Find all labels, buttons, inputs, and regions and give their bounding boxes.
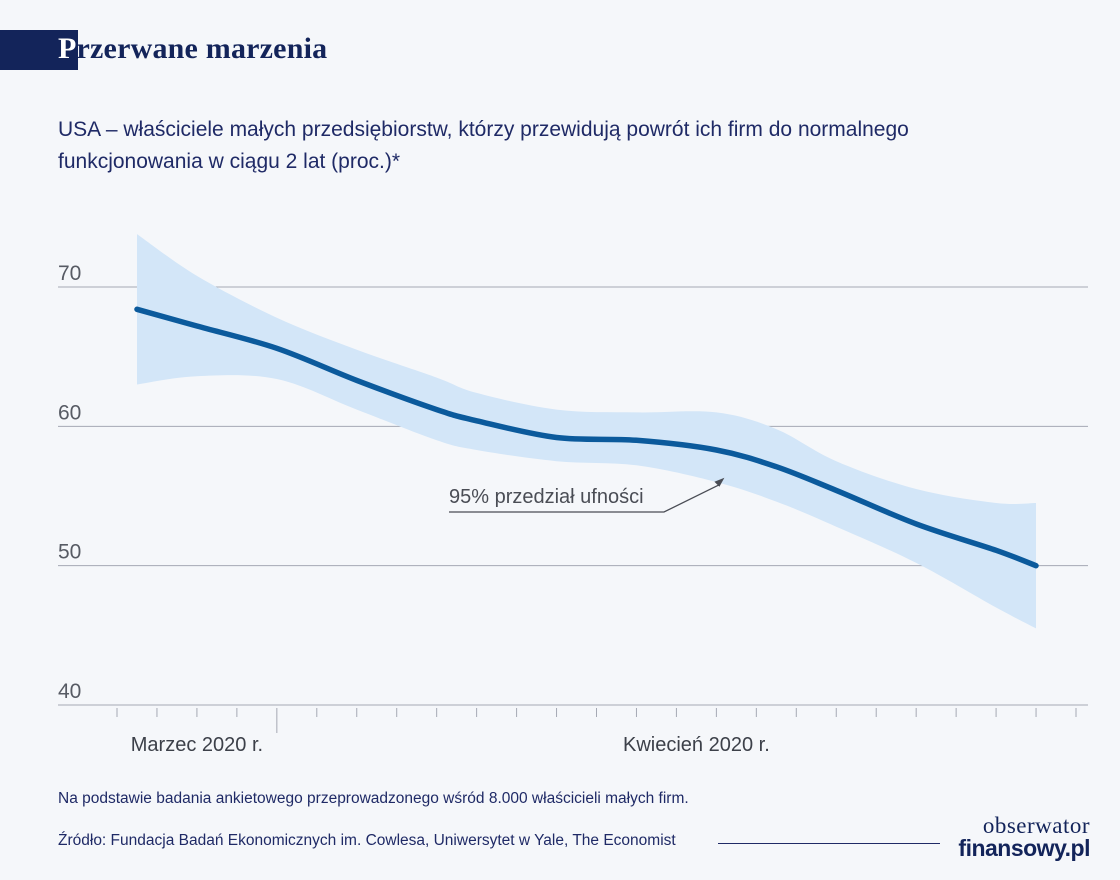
chart-title: Przerwane marzenia xyxy=(58,32,327,66)
chart-title-rest: rzerwane marzenia xyxy=(76,32,328,65)
band-annotation-arrowhead xyxy=(714,477,725,487)
logo-line-2: finansowy.pl xyxy=(958,835,1090,861)
y-tick-label-60: 60 xyxy=(58,401,81,424)
logo-line-1: obserwator xyxy=(982,813,1090,838)
y-tick-label-50: 50 xyxy=(58,541,81,564)
x-tick-label-0: Marzec 2020 r. xyxy=(131,734,263,756)
band-annotation-label: 95% przedział ufności xyxy=(449,486,644,508)
chart-title-first-letter: P xyxy=(58,32,77,65)
confidence-band xyxy=(137,234,1036,629)
x-axis: Marzec 2020 r. Kwiecień 2020 r. xyxy=(116,708,1077,756)
series-line-0 xyxy=(134,306,1039,569)
source-divider xyxy=(718,843,940,844)
gridlines: 40 50 60 70 xyxy=(58,262,1088,706)
y-tick-label-70: 70 xyxy=(58,262,81,285)
annotation-group: 95% przedział ufności xyxy=(449,477,725,513)
source-note: Źródło: Fundacja Badań Ekonomicznych im.… xyxy=(58,832,676,849)
confidence-band-group xyxy=(137,234,1036,629)
title-accent-bar xyxy=(0,30,78,70)
publisher-logo[interactable]: obserwator finansowy.pl xyxy=(950,813,1090,861)
y-tick-label-40: 40 xyxy=(58,680,81,703)
series-line-group xyxy=(134,306,1039,569)
band-annotation-leader xyxy=(449,484,720,513)
x-tick-label-1: Kwiecień 2020 r. xyxy=(623,734,770,756)
footnote: Na podstawie badania ankietowego przepro… xyxy=(58,790,689,807)
chart-subtitle: USA – właściciele małych przedsiębiorstw… xyxy=(58,118,909,173)
